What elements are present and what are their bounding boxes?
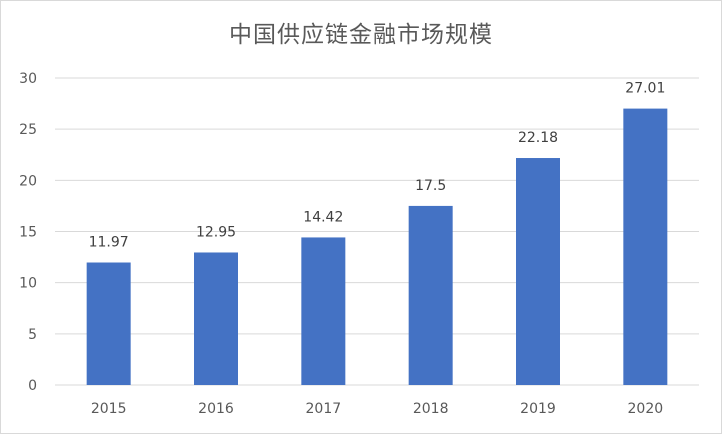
data-labels: 11.97 12.95 14.42 17.5 22.18 27.01 [89, 81, 666, 251]
y-axis: 0 5 10 15 20 25 30 [19, 71, 37, 394]
data-label-2019: 22.18 [518, 130, 558, 146]
y-tick-label: 0 [28, 378, 37, 394]
bar-2017 [301, 237, 346, 385]
data-label-2017: 14.42 [303, 209, 343, 225]
bar-2019 [516, 158, 560, 385]
y-tick-label: 20 [19, 173, 37, 189]
y-tick-label: 30 [19, 71, 37, 87]
data-label-2016: 12.95 [196, 224, 236, 240]
bar-2020 [623, 108, 668, 386]
x-tick-label-2018: 2018 [413, 401, 449, 417]
bar-2015 [86, 262, 131, 385]
y-tick-label: 5 [28, 327, 37, 343]
x-tick-label-2020: 2020 [628, 401, 664, 417]
data-label-2015: 11.97 [89, 235, 129, 251]
data-label-2020: 27.01 [625, 81, 665, 97]
x-axis: 2015 2016 2017 2018 2019 2020 [91, 401, 663, 417]
x-tick-label-2017: 2017 [306, 401, 342, 417]
gridlines [55, 77, 699, 386]
bars [86, 108, 668, 386]
bar-2018 [408, 205, 453, 385]
chart-title: 中国供应链金融市场规模 [229, 22, 493, 48]
data-label-2018: 17.5 [415, 178, 446, 194]
bar-2016 [194, 252, 238, 385]
y-tick-label: 25 [19, 122, 37, 138]
x-tick-label-2015: 2015 [91, 401, 127, 417]
y-tick-label: 10 [19, 276, 37, 292]
y-tick-label: 15 [19, 225, 37, 241]
x-tick-label-2019: 2019 [520, 401, 556, 417]
x-tick-label-2016: 2016 [198, 401, 234, 417]
